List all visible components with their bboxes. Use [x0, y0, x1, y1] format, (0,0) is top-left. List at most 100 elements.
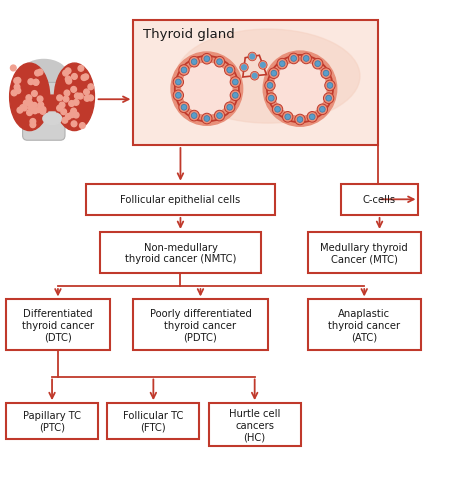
FancyBboxPatch shape: [6, 300, 110, 350]
Circle shape: [267, 83, 273, 89]
Circle shape: [315, 61, 320, 67]
Circle shape: [171, 53, 243, 126]
Circle shape: [250, 55, 255, 60]
Circle shape: [11, 117, 17, 122]
Circle shape: [24, 69, 30, 75]
Circle shape: [310, 115, 315, 121]
FancyBboxPatch shape: [133, 300, 268, 350]
Circle shape: [66, 95, 72, 101]
Circle shape: [269, 69, 279, 79]
Text: Non-medullary
thyroid cancer (NMTC): Non-medullary thyroid cancer (NMTC): [125, 242, 236, 264]
Circle shape: [289, 54, 299, 65]
Circle shape: [35, 99, 40, 105]
Circle shape: [301, 54, 311, 65]
Circle shape: [233, 80, 238, 86]
Circle shape: [319, 107, 325, 113]
Circle shape: [321, 69, 331, 79]
Circle shape: [70, 115, 76, 121]
Ellipse shape: [20, 60, 67, 91]
Circle shape: [285, 115, 291, 121]
FancyBboxPatch shape: [308, 300, 421, 350]
Circle shape: [275, 107, 280, 113]
Circle shape: [61, 104, 67, 109]
Circle shape: [312, 59, 323, 70]
Circle shape: [225, 65, 235, 76]
Circle shape: [182, 64, 232, 115]
Circle shape: [242, 66, 246, 71]
Circle shape: [325, 81, 335, 91]
Circle shape: [66, 83, 72, 89]
Circle shape: [38, 91, 44, 97]
Circle shape: [42, 105, 47, 110]
Circle shape: [86, 89, 91, 94]
Circle shape: [230, 77, 240, 88]
Circle shape: [12, 87, 18, 92]
Circle shape: [204, 116, 210, 122]
Circle shape: [86, 103, 92, 108]
Circle shape: [74, 91, 80, 96]
Circle shape: [65, 112, 71, 118]
Circle shape: [323, 71, 329, 77]
Circle shape: [39, 88, 45, 93]
Circle shape: [233, 93, 238, 99]
Circle shape: [265, 81, 275, 91]
Circle shape: [191, 60, 197, 65]
Circle shape: [217, 113, 222, 119]
Circle shape: [317, 105, 328, 115]
FancyBboxPatch shape: [23, 83, 65, 141]
Circle shape: [175, 93, 181, 99]
Circle shape: [57, 108, 63, 114]
Circle shape: [62, 72, 67, 78]
Circle shape: [175, 80, 181, 86]
Circle shape: [69, 87, 75, 92]
Circle shape: [33, 73, 38, 79]
Circle shape: [201, 54, 212, 65]
Circle shape: [201, 114, 212, 124]
Circle shape: [327, 83, 333, 89]
Circle shape: [248, 53, 256, 61]
Circle shape: [181, 68, 187, 74]
Circle shape: [214, 111, 225, 121]
Circle shape: [297, 117, 303, 123]
Ellipse shape: [176, 30, 360, 124]
Circle shape: [20, 94, 25, 100]
Circle shape: [64, 88, 70, 94]
Circle shape: [266, 94, 276, 104]
Circle shape: [19, 79, 25, 84]
Circle shape: [28, 98, 34, 104]
Circle shape: [83, 123, 89, 129]
Circle shape: [14, 81, 20, 87]
Circle shape: [32, 89, 37, 95]
Circle shape: [181, 105, 187, 111]
Circle shape: [30, 83, 36, 89]
Circle shape: [230, 91, 240, 101]
Circle shape: [68, 94, 73, 100]
Circle shape: [295, 115, 305, 125]
Circle shape: [252, 74, 257, 79]
Circle shape: [179, 65, 189, 76]
Circle shape: [27, 87, 33, 93]
Circle shape: [77, 105, 82, 110]
Circle shape: [84, 79, 90, 85]
Circle shape: [74, 92, 80, 98]
Circle shape: [283, 112, 293, 123]
FancyBboxPatch shape: [6, 403, 98, 439]
Circle shape: [20, 118, 25, 123]
Ellipse shape: [55, 64, 94, 131]
Circle shape: [179, 103, 189, 113]
Circle shape: [227, 105, 233, 111]
Circle shape: [273, 105, 283, 115]
Text: Follicular epithelial cells: Follicular epithelial cells: [120, 195, 241, 205]
Circle shape: [83, 92, 89, 98]
Circle shape: [277, 59, 287, 70]
Circle shape: [15, 83, 20, 89]
FancyBboxPatch shape: [100, 232, 261, 273]
Circle shape: [68, 66, 73, 72]
Text: Poorly differentiated
thyroid cancer
(PDTC): Poorly differentiated thyroid cancer (PD…: [149, 308, 251, 342]
Text: Differentiated
thyroid cancer
(DTC): Differentiated thyroid cancer (DTC): [22, 308, 94, 342]
Circle shape: [326, 96, 331, 102]
Circle shape: [291, 57, 297, 62]
Circle shape: [26, 110, 32, 116]
Circle shape: [240, 64, 248, 73]
Circle shape: [74, 111, 80, 117]
